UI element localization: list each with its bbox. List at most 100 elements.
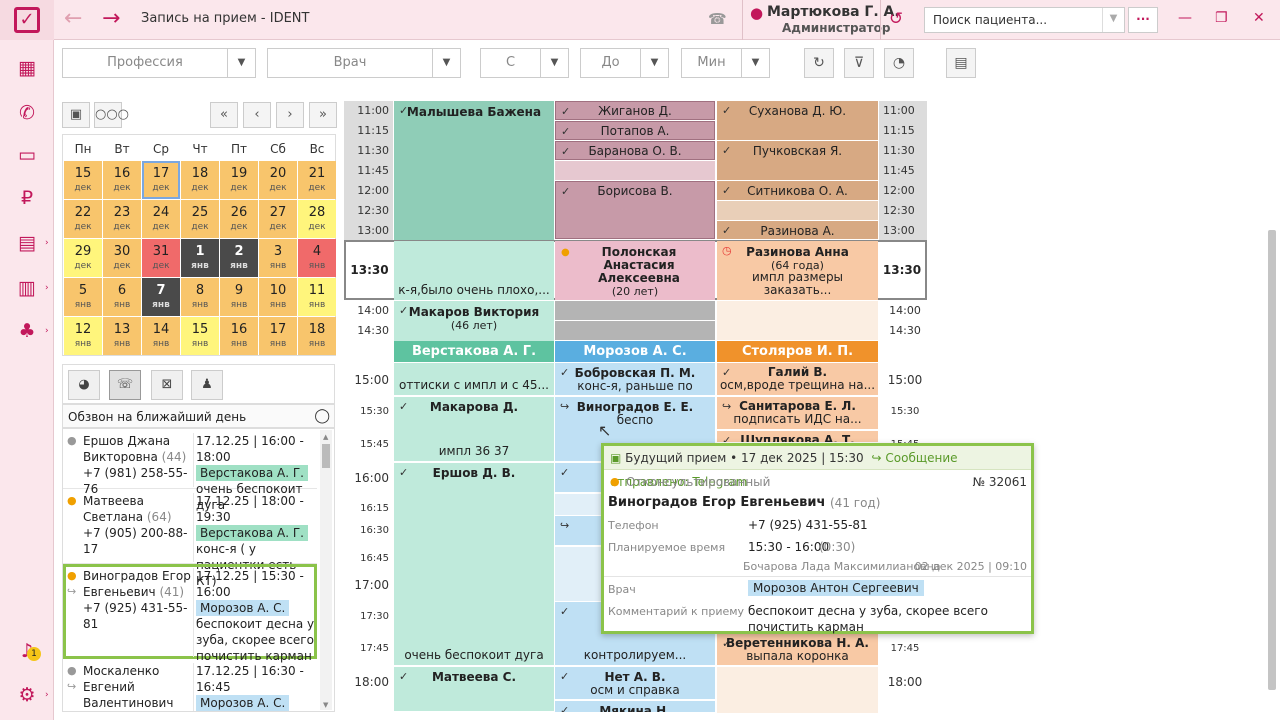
history-icon[interactable]: ↺ (889, 9, 904, 29)
calendar-day[interactable]: 4 янв (298, 239, 336, 277)
refresh-button[interactable]: ↻ (804, 48, 834, 78)
next-month-button[interactable]: » (309, 102, 337, 128)
calendar-day[interactable]: 26 дек (220, 200, 258, 238)
calendar-day[interactable]: 17 дек (142, 161, 180, 199)
appointment[interactable]: ● Полонская Анастасия Алексеевна (20 лет) (555, 241, 715, 300)
clear-filter-button[interactable]: ⊽ (844, 48, 874, 78)
appointment[interactable]: ✓ Пучковская Я. (717, 141, 878, 180)
chat-icon[interactable]: ▭ (18, 144, 36, 166)
calendar-day[interactable]: 23 дек (103, 200, 141, 238)
call-list-scroll-thumb[interactable] (322, 444, 330, 468)
user-name[interactable]: Мартюкова Г. А. (767, 4, 900, 20)
calendar-day[interactable]: 18 дек (181, 161, 219, 199)
appointment[interactable]: ✓ Веретенникова Н. А. выпала коронка (717, 634, 878, 665)
calendar-day[interactable]: 30 дек (103, 239, 141, 277)
doctor-column-header[interactable]: Морозов А. С. (555, 341, 715, 362)
appointment[interactable]: ✓ Баранова О. В. (555, 141, 715, 160)
chevron-down-icon[interactable]: ▼ (227, 49, 255, 77)
appointment[interactable]: ✓ Ершов Д. В. очень беспокоит дуга (394, 463, 554, 665)
calendar-icon[interactable]: ▤ (18, 232, 36, 254)
calendar-view-button[interactable]: ▤ (946, 48, 976, 78)
appointment[interactable]: ✓ Мякина Н. (555, 701, 715, 712)
appointment[interactable]: оттиски с импл и с 45... (394, 363, 554, 395)
patient-name[interactable]: Ершов Джана Викторовна (83, 434, 171, 464)
appointment[interactable]: ✓ Потапов А. (555, 121, 715, 140)
patient-name[interactable]: Матвеева Светлана (83, 494, 144, 524)
prev-week-button[interactable]: ‹ (243, 102, 271, 128)
duration-select[interactable]: Мин ▼ (681, 48, 770, 78)
time-settings-button[interactable]: ◔ (884, 48, 914, 78)
people-icon[interactable]: ♣ (18, 320, 36, 342)
calendar-day[interactable]: 20 дек (259, 161, 297, 199)
tab-reminders[interactable]: ◕ (68, 370, 100, 400)
doctor-column-header[interactable]: Верстакова А. Г. (394, 341, 554, 362)
appointment[interactable]: ◷ Разинова Анна (64 года) импл размеры зака… (717, 241, 878, 300)
patient-name[interactable]: Москаленко Евгений Валентинович (83, 664, 174, 710)
appointment[interactable]: ✓ Суханова Д. Ю. (717, 101, 878, 140)
calendar-day[interactable]: 3 янв (259, 239, 297, 277)
calendar-day[interactable]: 9 янв (220, 278, 258, 316)
calendar-day[interactable]: 10 янв (259, 278, 297, 316)
doctor-column-header[interactable]: Столяров И. П. (717, 341, 878, 362)
appointment[interactable]: к-я,было очень плохо,... (394, 241, 554, 300)
calendar-day[interactable]: 22 дек (64, 200, 102, 238)
appointment[interactable]: ✓ Макарова Д. импл 36 37 (394, 397, 554, 461)
scroll-up-icon[interactable]: ▲ (323, 433, 329, 441)
more-options-button[interactable]: ··· (1128, 7, 1158, 33)
prev-month-button[interactable]: « (210, 102, 238, 128)
close-icon[interactable]: ✕ (1253, 10, 1265, 26)
calendar-day[interactable]: 27 дек (259, 200, 297, 238)
calendar-day[interactable]: 5 янв (64, 278, 102, 316)
appointment[interactable]: ✓ Малышева Бажена (394, 101, 554, 240)
calendar-day[interactable]: 1 янв (181, 239, 219, 277)
tab-call-list[interactable]: ☏ (109, 370, 141, 400)
appointment[interactable]: ✓ Нет А. В. осм и справка (555, 667, 715, 699)
patient-phone[interactable]: +7 (981) 258-55-76 (83, 466, 188, 496)
doctor-select[interactable]: Врач ▼ (267, 48, 461, 78)
today-button[interactable]: ▣ (62, 102, 90, 128)
main-scroll-thumb[interactable] (1268, 230, 1276, 690)
minimize-icon[interactable]: — (1178, 10, 1192, 26)
call-list-item[interactable]: ● Матвеева Светлана (64) +7 (905) 200-88-1… (63, 489, 317, 588)
calendar-day[interactable]: 24 дек (142, 200, 180, 238)
calendar-day[interactable]: 6 янв (103, 278, 141, 316)
calendar-day[interactable]: 17 янв (259, 317, 297, 355)
chevron-down-icon[interactable]: ▼ (741, 49, 769, 77)
calendar-day[interactable]: 28 дек (298, 200, 336, 238)
appointment[interactable]: ✓ Матвеева С. (394, 667, 554, 711)
back-arrow-icon[interactable]: ← (64, 6, 83, 31)
scroll-down-icon[interactable]: ▼ (323, 701, 329, 709)
calendar-day[interactable]: 29 дек (64, 239, 102, 277)
incoming-call-icon[interactable]: ✆ (19, 102, 35, 124)
calendar-day[interactable]: 13 янв (103, 317, 141, 355)
analytics-icon[interactable]: ▥ (18, 277, 36, 299)
next-week-button[interactable]: › (276, 102, 304, 128)
calendar-day[interactable]: 18 янв (298, 317, 336, 355)
ruble-icon[interactable]: ₽ (20, 187, 34, 209)
phone-icon[interactable]: ☎ (708, 10, 727, 28)
chevron-down-icon[interactable]: ▼ (640, 49, 668, 77)
calendar-day[interactable]: 16 дек (103, 161, 141, 199)
appointment[interactable]: ✓ Галий В. осм,вроде трещина на... (717, 363, 878, 395)
appointment[interactable]: ✓ Ситникова О. А. (717, 181, 878, 200)
call-list-item[interactable]: ● ↪ Москаленко Евгений Валентинович (35)17… (63, 659, 317, 711)
calendar-day[interactable]: 15 дек (64, 161, 102, 199)
time-from-select[interactable]: С ▼ (480, 48, 569, 78)
calendar-day[interactable]: 31 дек (142, 239, 180, 277)
appointment[interactable]: ✓ Жиганов Д. (555, 101, 715, 120)
chevron-down-icon[interactable]: ▼ (432, 49, 460, 77)
calendar-day[interactable]: 12 янв (64, 317, 102, 355)
tab-cancelled[interactable]: ⊠ (151, 370, 183, 400)
call-list-item[interactable]: ● ↪ Виноградов Егор Евгеньевич (41) +7 (925… (63, 564, 317, 663)
chevron-down-icon[interactable]: ▼ (540, 49, 568, 77)
calendar-day[interactable]: 11 янв (298, 278, 336, 316)
forward-arrow-icon[interactable]: → (102, 6, 121, 31)
call-list-item[interactable]: ● Ершов Джана Викторовна (44) +7 (981) 258… (63, 429, 317, 512)
appointment[interactable]: ↪ Санитарова Е. Л. подписать ИДС на... (717, 397, 878, 429)
appointment[interactable]: ✓ Макаров Виктория (46 лет) (394, 301, 554, 341)
appointment[interactable]: ✓ Разинова А. (717, 221, 878, 239)
appointment[interactable]: ✓ Бобровская П. М.конс-я, раньше по дате.… (555, 363, 715, 395)
calendar-day[interactable]: 2 янв (220, 239, 258, 277)
calendar-day[interactable]: 7 янв (142, 278, 180, 316)
calendar-day[interactable]: 21 дек (298, 161, 336, 199)
